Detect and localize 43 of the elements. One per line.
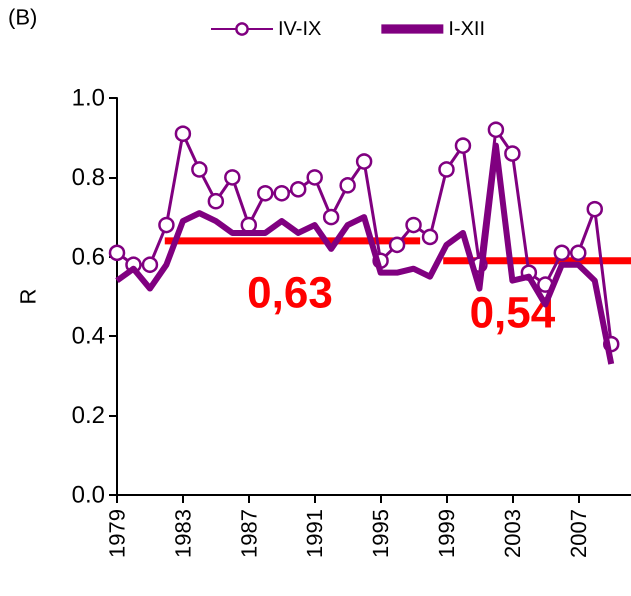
point — [504, 145, 521, 162]
point — [356, 153, 372, 170]
x-tick-label: 1983 — [170, 509, 196, 558]
x-tick-label: 2007 — [566, 509, 591, 558]
y-tick-label: 0.6 — [72, 243, 105, 270]
point — [322, 208, 340, 226]
point — [454, 137, 472, 154]
text: (B) — [8, 4, 38, 30]
point — [290, 181, 306, 198]
point — [257, 185, 274, 202]
point — [488, 122, 504, 138]
x-tick-label: 1987 — [236, 509, 262, 558]
point — [108, 244, 126, 262]
point — [438, 161, 455, 178]
point — [142, 256, 158, 273]
point — [339, 177, 356, 194]
point — [586, 200, 604, 218]
point — [405, 216, 422, 234]
point — [191, 161, 208, 178]
x-tick-label: 1991 — [302, 509, 328, 558]
legend-label: IV-IX — [278, 18, 322, 40]
x-tick-label: 1979 — [104, 509, 130, 558]
point — [570, 244, 587, 262]
point — [306, 169, 323, 186]
y-tick-label: 1.0 — [72, 84, 105, 112]
point — [208, 192, 224, 210]
y-tick-label: 0.8 — [72, 164, 105, 191]
y-tick-label: 0.0 — [72, 482, 105, 508]
point — [388, 236, 406, 254]
y-tick-label: 0.2 — [72, 402, 105, 430]
point — [274, 185, 290, 202]
y-axis-title: R — [16, 288, 40, 304]
legend-label: I-XII — [448, 18, 486, 40]
point — [422, 228, 438, 246]
point — [224, 169, 241, 186]
annotation: 0,63 — [247, 268, 333, 318]
point — [174, 125, 192, 142]
point — [158, 216, 175, 234]
y-tick-label: 0.4 — [72, 322, 105, 350]
x-tick-label: 1999 — [434, 509, 459, 558]
point — [554, 244, 570, 262]
x-tick-label: 1995 — [368, 509, 394, 558]
x-tick-label: 2003 — [500, 509, 525, 558]
